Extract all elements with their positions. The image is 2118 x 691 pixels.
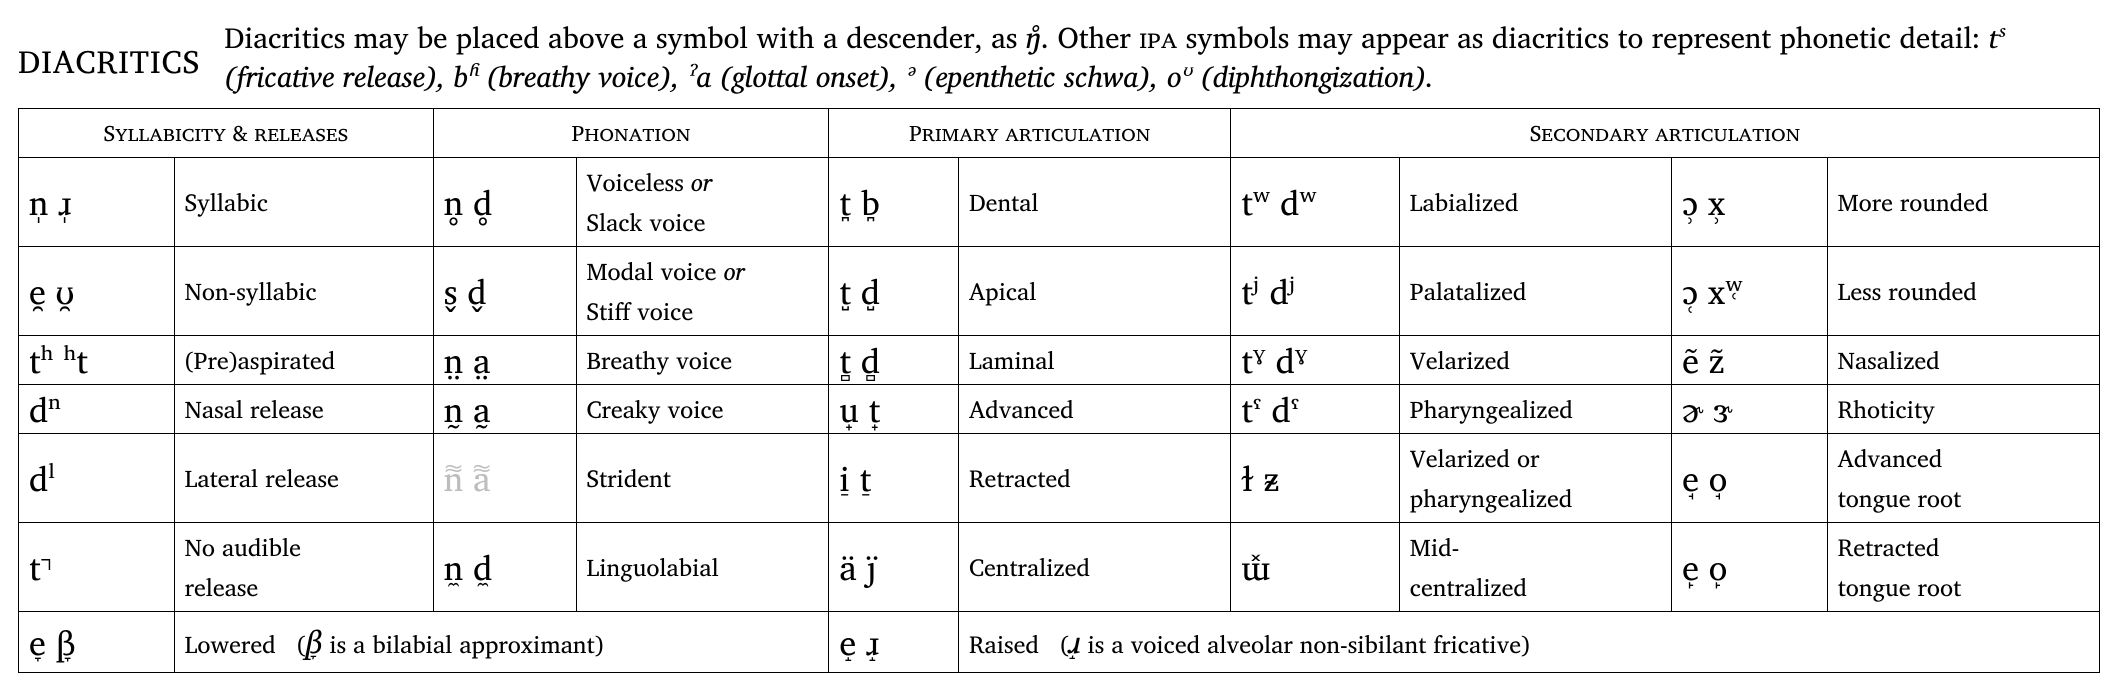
diacritics-table: Syllabicity & releases Phonation Primary… (18, 108, 2100, 673)
syllabicity-symbol: dⁿ (19, 385, 175, 434)
secondary-articulation-symbol: tʷ dʷ (1231, 158, 1400, 247)
secondary-articulation-2-symbol: ẽ z̃ (1672, 336, 1828, 385)
table-row: e̯ ʊ̯Non-syllabics̬ d̬Modal voice orStif… (19, 247, 2100, 336)
primary-articulation-label: Laminal (958, 336, 1230, 385)
syllabicity-symbol: t˺ (19, 523, 175, 612)
syllabicity-symbol: dˡ (19, 434, 175, 523)
secondary-articulation-label: Labialized (1399, 158, 1671, 247)
section-title: DIACRITICS (18, 18, 200, 88)
phonation-label: Strident (576, 434, 829, 523)
secondary-articulation-2-label: More rounded (1827, 158, 2099, 247)
phonation-label: Breathy voice (576, 336, 829, 385)
phonation-symbol: n̰ a̰ (433, 385, 576, 434)
primary-articulation-label: Apical (958, 247, 1230, 336)
secondary-articulation-label: Mid-centralized (1399, 523, 1671, 612)
secondary-articulation-2-symbol: ɔ̹ x̹ (1672, 158, 1828, 247)
table-row: n̩ ɹ̩Syllabicn̥ d̥Voiceless orSlack voic… (19, 158, 2100, 247)
primary-articulation-symbol: t̻ d̻ (829, 336, 959, 385)
table-row-bottom: e̞ β̞Lowered (β̞ is a bilabial approxima… (19, 612, 2100, 673)
phonation-symbol: n͌ a͌ (433, 434, 576, 523)
raised-symbol: e̝ ɹ̝ (829, 612, 959, 673)
phonation-label: Voiceless orSlack voice (576, 158, 829, 247)
phonation-symbol: s̬ d̬ (433, 247, 576, 336)
syllabicity-symbol: e̯ ʊ̯ (19, 247, 175, 336)
lowered-symbol: e̞ β̞ (19, 612, 175, 673)
primary-articulation-symbol: i̠ t̠ (829, 434, 959, 523)
table-row: tʰ ʰt(Pre)aspiratedn̤ a̤Breathy voicet̻ … (19, 336, 2100, 385)
table-row: dˡLateral releasen͌ a͌Stridenti̠ t̠Retra… (19, 434, 2100, 523)
secondary-articulation-label: Velarized (1399, 336, 1671, 385)
phonation-label: Linguolabial (576, 523, 829, 612)
syllabicity-label: (Pre)aspirated (174, 336, 433, 385)
secondary-articulation-symbol: tʲ dʲ (1231, 247, 1400, 336)
secondary-articulation-2-label: Advancedtongue root (1827, 434, 2099, 523)
primary-articulation-symbol: t̪ b̪ (829, 158, 959, 247)
secondary-articulation-symbol: ɫ ᵶ (1231, 434, 1400, 523)
syllabicity-symbol: n̩ ɹ̩ (19, 158, 175, 247)
col-header-phonation: Phonation (433, 109, 828, 158)
primary-articulation-label: Centralized (958, 523, 1230, 612)
secondary-articulation-2-label: Rhoticity (1827, 385, 2099, 434)
secondary-articulation-2-symbol: e̘ o̘ (1672, 434, 1828, 523)
phonation-symbol: n̥ d̥ (433, 158, 576, 247)
syllabicity-label: No audiblerelease (174, 523, 433, 612)
syllabicity-label: Non-syllabic (174, 247, 433, 336)
secondary-articulation-label: Velarized orpharyngealized (1399, 434, 1671, 523)
phonation-label: Creaky voice (576, 385, 829, 434)
phonation-label: Modal voice orStiff voice (576, 247, 829, 336)
syllabicity-symbol: tʰ ʰt (19, 336, 175, 385)
col-header-syllabicity: Syllabicity & releases (19, 109, 434, 158)
table-header-row: Syllabicity & releases Phonation Primary… (19, 109, 2100, 158)
table-row: t˺No audiblereleasen̼ d̼Linguolabialä j̈… (19, 523, 2100, 612)
secondary-articulation-symbol: tˠ dˠ (1231, 336, 1400, 385)
col-header-secondary-articulation: Secondary articulation (1231, 109, 2100, 158)
syllabicity-label: Syllabic (174, 158, 433, 247)
table-row: dⁿNasal releasen̰ a̰Creaky voiceu̟ t̟Adv… (19, 385, 2100, 434)
primary-articulation-label: Dental (958, 158, 1230, 247)
primary-articulation-label: Retracted (958, 434, 1230, 523)
secondary-articulation-2-label: Nasalized (1827, 336, 2099, 385)
intro-text: Diacritics may be placed above a symbol … (224, 18, 2074, 96)
secondary-articulation-symbol: tˤ dˤ (1231, 385, 1400, 434)
secondary-articulation-symbol: ɯ̽ (1231, 523, 1400, 612)
secondary-articulation-2-label: Less rounded (1827, 247, 2099, 336)
col-header-primary-articulation: Primary articulation (829, 109, 1231, 158)
secondary-articulation-2-symbol: ɔ̜ xʷ̜ (1672, 247, 1828, 336)
secondary-articulation-label: Pharyngealized (1399, 385, 1671, 434)
primary-articulation-symbol: ä j̈ (829, 523, 959, 612)
primary-articulation-label: Advanced (958, 385, 1230, 434)
primary-articulation-symbol: u̟ t̟ (829, 385, 959, 434)
primary-articulation-symbol: t̺ d̺ (829, 247, 959, 336)
lowered-label: Lowered (β̞ is a bilabial approximant) (174, 612, 829, 673)
secondary-articulation-label: Palatalized (1399, 247, 1671, 336)
phonation-symbol: n̤ a̤ (433, 336, 576, 385)
secondary-articulation-2-symbol: ɚ ɝ (1672, 385, 1828, 434)
secondary-articulation-2-symbol: e̙ o̙ (1672, 523, 1828, 612)
secondary-articulation-2-label: Retractedtongue root (1827, 523, 2099, 612)
table-body: n̩ ɹ̩Syllabicn̥ d̥Voiceless orSlack voic… (19, 158, 2100, 673)
raised-label: Raised (ɹ̝ is a voiced alveolar non-sibi… (958, 612, 2099, 673)
phonation-symbol: n̼ d̼ (433, 523, 576, 612)
syllabicity-label: Nasal release (174, 385, 433, 434)
syllabicity-label: Lateral release (174, 434, 433, 523)
